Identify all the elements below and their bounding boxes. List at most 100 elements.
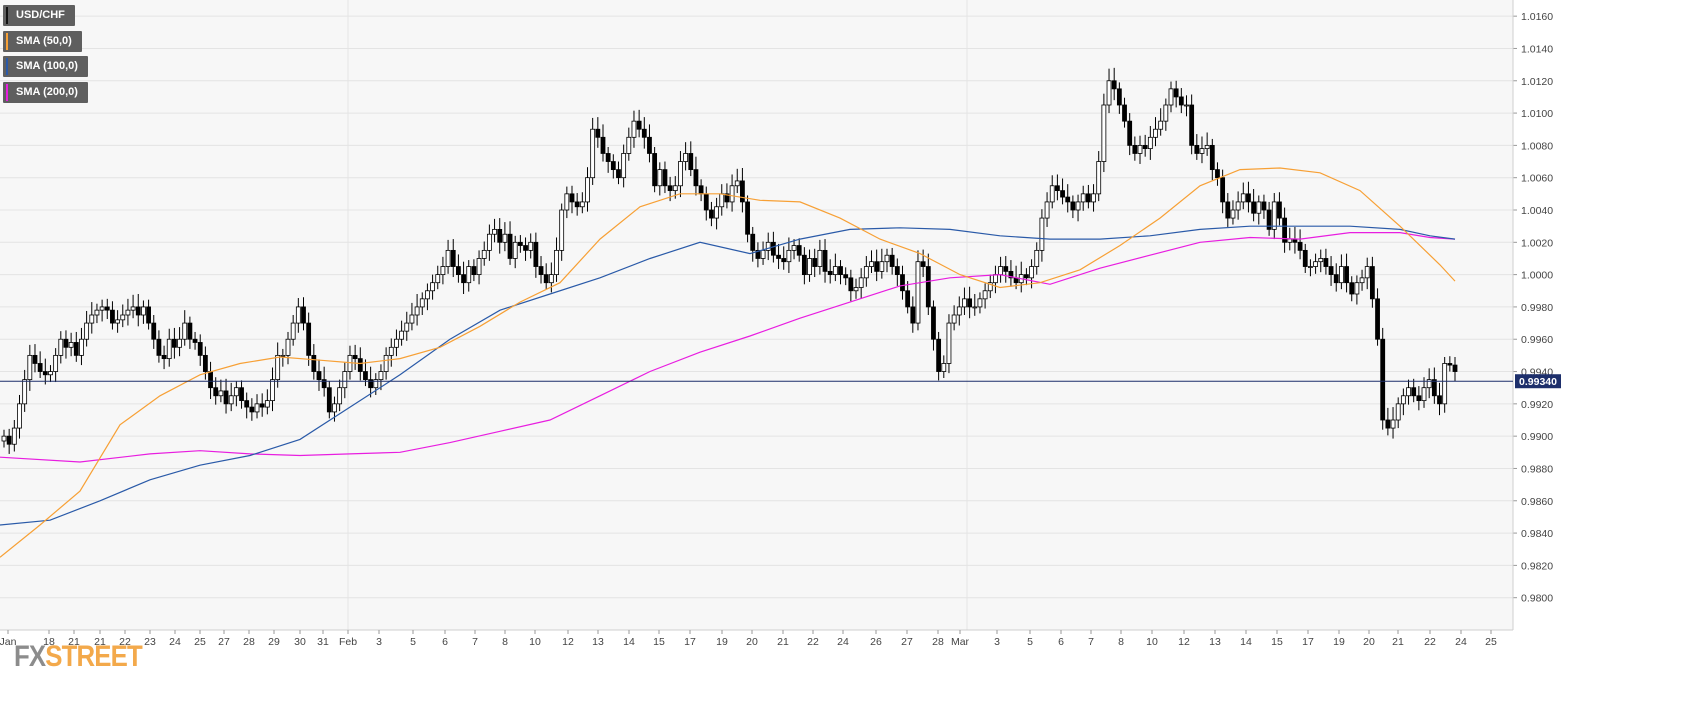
candle-up (125, 309, 131, 316)
y-tick-label: 0.9960 (1521, 334, 1553, 346)
candle-up (84, 322, 90, 340)
candle-down (249, 406, 255, 413)
y-tick-label: 0.9880 (1521, 463, 1553, 475)
candle-down (1302, 249, 1308, 267)
candle-down (73, 342, 79, 356)
x-tick-label: 3 (376, 636, 382, 648)
legend-item[interactable]: SMA (50,0) (3, 30, 82, 52)
candle-up (858, 277, 864, 288)
x-tick-label: 14 (623, 636, 635, 648)
candle-up (68, 342, 74, 348)
candle-down (202, 354, 208, 372)
candle-up (94, 309, 100, 316)
legend-swatch (6, 83, 8, 101)
candle-up (430, 282, 435, 292)
candle-down (636, 120, 642, 130)
candle-down (1328, 266, 1334, 276)
candle-up (466, 266, 472, 284)
candle-up (383, 354, 389, 372)
candle-down (610, 161, 616, 171)
candle-down (812, 258, 818, 267)
candle-down (192, 338, 198, 343)
candle-down (135, 306, 141, 316)
candle-down (967, 298, 973, 308)
candle-down (910, 306, 916, 324)
y-tick-label: 0.9900 (1521, 431, 1553, 443)
candle-down (37, 363, 43, 372)
candle-up (1106, 80, 1112, 106)
candle-up (373, 379, 379, 389)
candle-up (962, 298, 967, 308)
candle-up (719, 193, 725, 208)
candle-down (925, 266, 931, 308)
candle-down (931, 306, 936, 340)
y-tick-label: 0.9980 (1521, 302, 1553, 314)
legend-item[interactable]: SMA (100,0) (3, 56, 88, 77)
candle-up (1163, 104, 1169, 122)
candle-down (616, 169, 621, 179)
candle-down (161, 354, 167, 360)
candle-up (1184, 104, 1189, 107)
candle-up (1308, 266, 1313, 268)
candle-up (1101, 104, 1107, 162)
legend-swatch (6, 32, 8, 50)
candle-up (977, 298, 983, 308)
candle-down (1116, 88, 1122, 106)
candle-down (197, 342, 203, 356)
candle-up (678, 161, 683, 187)
candle-down (1225, 201, 1231, 219)
x-tick-label: 17 (684, 636, 696, 648)
candle-up (987, 282, 993, 292)
candle-down (574, 201, 580, 208)
candle-up (182, 322, 188, 340)
x-tick-label: 21 (777, 636, 789, 648)
candle-down (1375, 298, 1380, 340)
legend-item[interactable]: USD/CHF (3, 5, 75, 26)
candle-down (450, 249, 456, 267)
candle-up (11, 427, 17, 445)
candle-down (1323, 258, 1329, 267)
candle-down (600, 136, 606, 154)
candle-down (894, 266, 900, 276)
candle-up (141, 306, 146, 316)
candle-down (709, 209, 714, 219)
candle-down (1194, 144, 1200, 154)
candle-up (672, 185, 678, 192)
candle-down (32, 354, 38, 364)
candle-down (239, 387, 244, 402)
candle-down (1266, 209, 1272, 230)
candle-up (17, 403, 22, 429)
legend-item[interactable]: SMA (200,0) (3, 81, 88, 103)
candle-down (213, 387, 219, 397)
candle-down (523, 245, 528, 251)
legend-label: SMA (200,0) (16, 85, 78, 98)
candle-up (863, 266, 869, 279)
candle-down (456, 266, 461, 276)
candle-down (1142, 144, 1148, 150)
x-tick-label: 7 (1088, 636, 1094, 648)
candle-up (1075, 201, 1081, 211)
candle-down (151, 322, 157, 340)
candle-down (311, 354, 317, 372)
y-tick-label: 1.0020 (1521, 237, 1553, 249)
candle-up (1230, 209, 1236, 219)
candle-up (435, 274, 441, 284)
x-tick-label: 21 (68, 636, 80, 648)
candle-down (517, 241, 523, 246)
y-tick-label: 1.0160 (1521, 11, 1553, 23)
candle-down (306, 322, 312, 356)
candle-up (99, 306, 105, 311)
candle-up (502, 233, 508, 243)
candle-down (110, 309, 115, 324)
candle-down (1054, 185, 1060, 192)
candle-up (1204, 144, 1210, 150)
candle-down (688, 153, 694, 171)
x-tick-label: 13 (1209, 636, 1221, 648)
y-tick-label: 0.9920 (1521, 399, 1553, 411)
candle-down (316, 371, 322, 381)
candle-up (492, 228, 497, 235)
fxstreet-logo: FXSTREET (14, 640, 143, 674)
candle-up (807, 258, 812, 276)
candle-up (1039, 217, 1045, 251)
candle-up (1044, 201, 1050, 219)
